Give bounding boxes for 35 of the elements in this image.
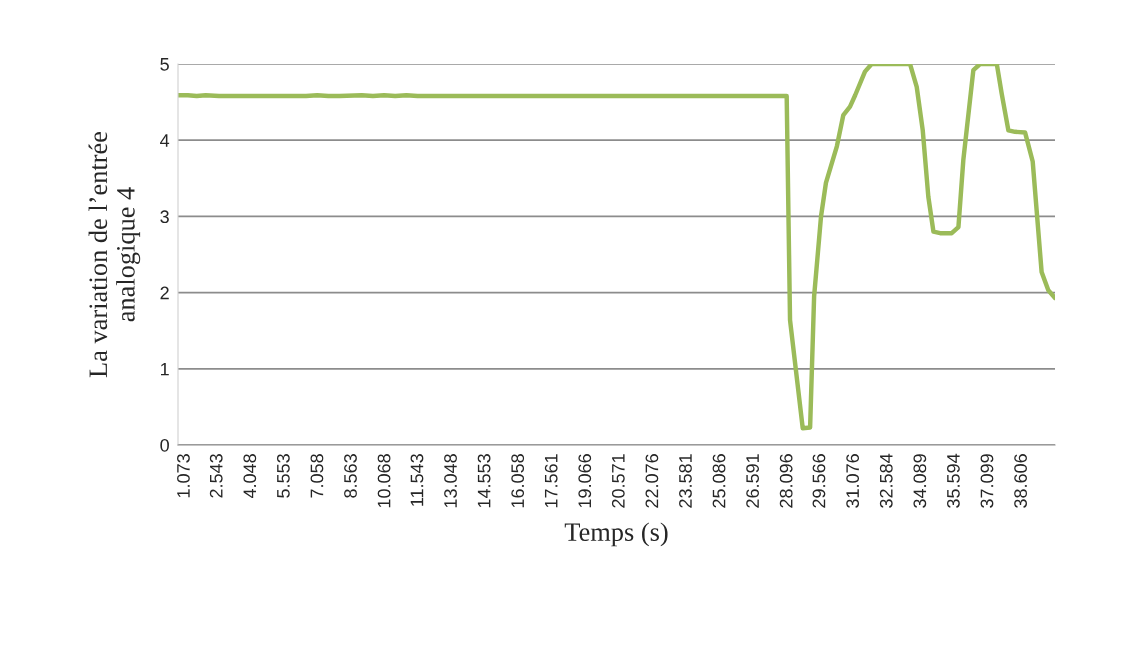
x-tick-label: 31.076 — [846, 454, 860, 508]
y-tick-label: 1 — [161, 362, 169, 376]
y-tick-label: 2 — [160, 286, 169, 300]
y-tick-label: 5 — [160, 58, 169, 71]
x-tick-label: 25.086 — [712, 454, 726, 508]
x-tick-label: 7.058 — [310, 454, 324, 498]
x-tick-label: 4.048 — [243, 454, 257, 499]
y-tick-label: 4 — [160, 134, 170, 147]
x-tick-label: 10.068 — [377, 454, 391, 508]
x-tick-label: 5.553 — [276, 454, 290, 498]
x-tick-label: 14.553 — [477, 454, 491, 508]
x-axis-title: Temps (s) — [564, 522, 668, 547]
x-tick-label: 35.594 — [947, 453, 960, 508]
x-tick-label: 17.561 — [544, 454, 558, 508]
x-tick-label: 26.591 — [746, 454, 759, 508]
y-tick-label: 0 — [160, 438, 169, 452]
x-tick-label: 2.543 — [209, 454, 223, 498]
x-tick-label: 34.089 — [913, 454, 927, 508]
x-tick-label: 16.058 — [511, 454, 525, 508]
x-tick-label: 19.066 — [578, 454, 592, 508]
x-tick-label: 1.073 — [177, 454, 190, 498]
x-tick-label: 23.581 — [679, 454, 692, 508]
x-tick-label: 29.566 — [812, 454, 826, 508]
x-tick-label: 20.571 — [611, 454, 625, 508]
x-tick-label: 38.606 — [1014, 454, 1027, 508]
x-tick-label: 13.048 — [444, 454, 457, 508]
x-tick-label: 37.099 — [980, 454, 994, 508]
x-tick-label: 11.543 — [410, 454, 424, 506]
line-series — [178, 64, 1055, 431]
x-tick-label: 22.076 — [645, 454, 659, 508]
x-tick-label: 28.096 — [779, 454, 793, 508]
x-tick-label: 32.584 — [879, 453, 893, 508]
x-tick-label: 8.563 — [344, 454, 357, 498]
y-tick-label: 3 — [160, 210, 169, 224]
y-axis-title: La variation de l’entrée analogique 4 — [88, 131, 141, 378]
